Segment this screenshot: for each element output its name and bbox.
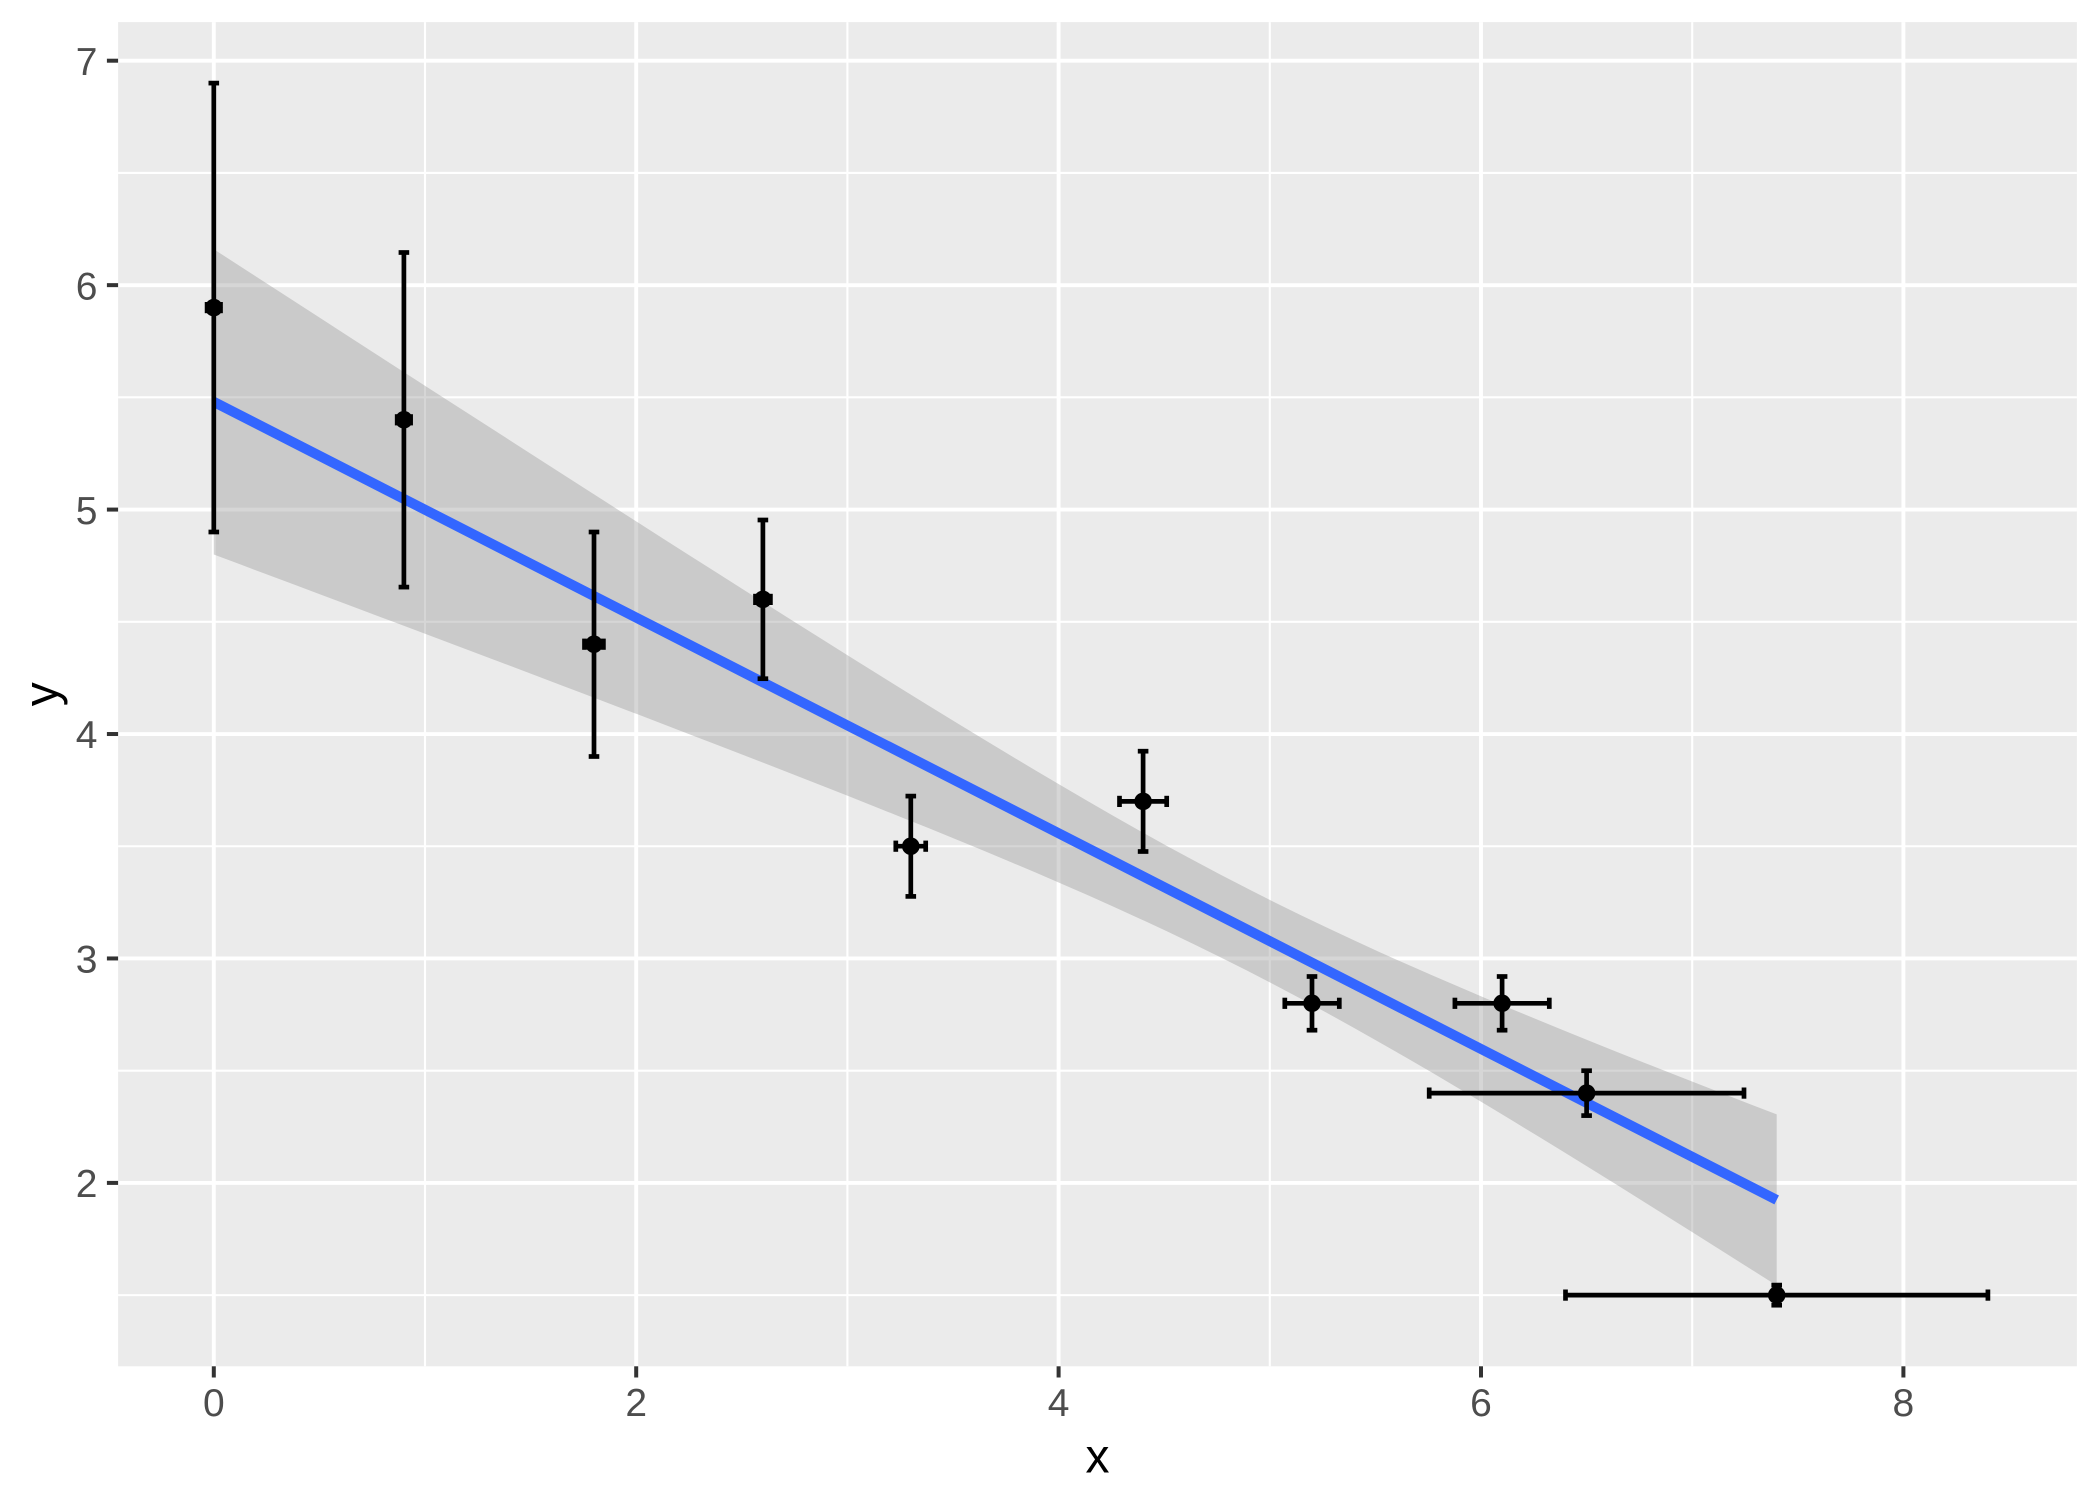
- svg-text:5: 5: [76, 490, 98, 533]
- svg-text:8: 8: [1893, 1382, 1915, 1425]
- svg-text:3: 3: [76, 939, 98, 982]
- svg-text:2: 2: [625, 1382, 647, 1425]
- svg-text:0: 0: [203, 1382, 225, 1425]
- svg-text:2: 2: [76, 1163, 98, 1206]
- svg-text:4: 4: [1048, 1382, 1070, 1425]
- svg-text:6: 6: [76, 265, 98, 308]
- svg-text:7: 7: [76, 41, 98, 84]
- svg-text:4: 4: [76, 714, 98, 757]
- svg-text:6: 6: [1470, 1382, 1492, 1425]
- svg-text:x: x: [1086, 1430, 1110, 1483]
- svg-text:y: y: [15, 682, 68, 706]
